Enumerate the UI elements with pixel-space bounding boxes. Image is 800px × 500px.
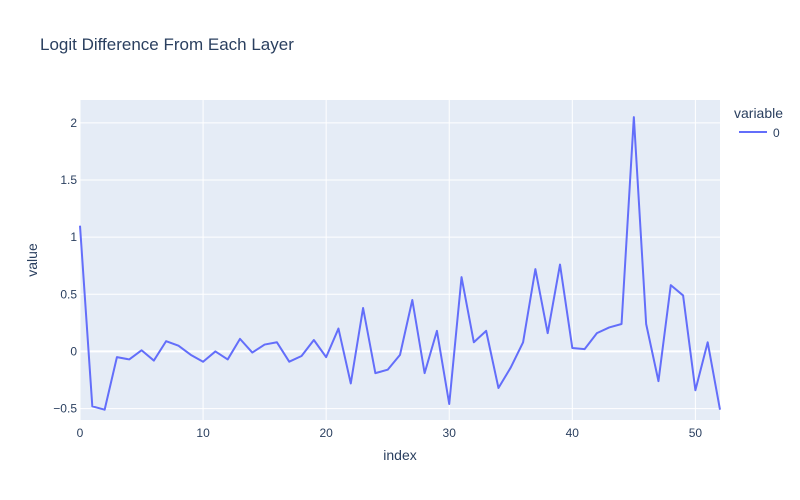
x-tick-label: 40 (566, 426, 580, 440)
y-tick-label: −0.5 (53, 402, 77, 416)
legend: variable 0 (734, 105, 783, 140)
y-tick-label: 0 (70, 344, 77, 358)
plot-area (80, 100, 720, 420)
series-line-0 (79, 116, 721, 411)
legend-label-series-0[interactable]: 0 (773, 126, 780, 140)
tick-labels: 0 10 20 30 40 50−0.500.511.52 (53, 116, 702, 440)
legend-title: variable (734, 105, 783, 121)
x-tick-label: 30 (443, 426, 457, 440)
y-tick-label: 0.5 (60, 287, 77, 301)
y-tick-label: 2 (70, 116, 77, 130)
x-tick-label: 50 (689, 426, 703, 440)
x-tick-label: 10 (196, 426, 210, 440)
y-axis-title: value (24, 243, 40, 277)
gridlines (79, 100, 720, 420)
x-axis-title: index (383, 447, 416, 463)
chart-title: Logit Difference From Each Layer (40, 35, 294, 54)
x-tick-label: 0 (77, 426, 84, 440)
x-tick-label: 20 (319, 426, 333, 440)
series-layer (79, 116, 721, 411)
y-tick-label: 1 (70, 230, 77, 244)
y-tick-label: 1.5 (60, 173, 77, 187)
